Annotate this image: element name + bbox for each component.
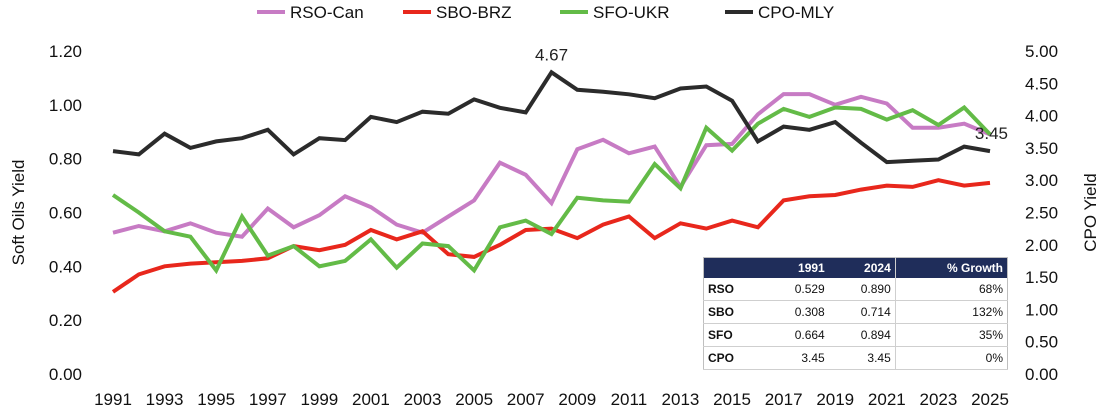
table-cell: 0.714	[828, 300, 896, 324]
x-tick-label: 2015	[713, 390, 751, 409]
legend-item-cpo-mly: CPO-MLY	[725, 3, 834, 22]
table-cell: 0%	[894, 346, 1008, 370]
x-tick-label: 2013	[662, 390, 700, 409]
legend-item-sfo-ukr: SFO-UKR	[560, 3, 670, 22]
y-tick-label-left: 0.00	[49, 365, 82, 384]
x-tick-label: 1999	[300, 390, 338, 409]
y-tick-label-right: 1.00	[1025, 300, 1058, 319]
y-tick-label-right: 5.00	[1025, 42, 1058, 61]
table-cell: SBO	[703, 300, 764, 324]
legend-label: SBO-BRZ	[436, 3, 512, 22]
series-line-sfo-ukr	[111, 104, 992, 275]
table-cell: SFO	[703, 323, 764, 347]
x-tick-label: 2001	[352, 390, 390, 409]
x-tick-label: 1997	[249, 390, 287, 409]
x-tick-label: 2009	[558, 390, 596, 409]
y-tick-label-left: 1.20	[49, 42, 82, 61]
table-header-cell	[703, 257, 764, 278]
y-tick-label-right: 2.50	[1025, 204, 1058, 223]
x-tick-label: 1991	[94, 390, 132, 409]
table-header-cell: 1991	[763, 257, 829, 278]
axes: 0.00 0.20 0.40 0.60 0.80 1.00 1.20 0.00 0.50 1.00…	[9, 42, 1100, 409]
series-line-rso-can	[112, 92, 991, 239]
y-tick-label-left: 0.80	[49, 150, 82, 169]
y-tick-label-right: 2.00	[1025, 236, 1058, 255]
y-tick-label-right: 4.50	[1025, 74, 1058, 93]
legend-item-sbo-brz: SBO-BRZ	[403, 3, 512, 22]
table-row: SBO 0.308 0.714 132%	[703, 300, 1008, 324]
x-tick-label: 2011	[611, 390, 648, 409]
table-cell: 3.45	[828, 346, 896, 370]
legend-item-rso-can: RSO-Can	[257, 3, 364, 22]
table-row: SFO 0.664 0.894 35%	[703, 323, 1008, 347]
x-tick-label: 2007	[507, 390, 545, 409]
table-cell: 0.529	[763, 278, 829, 301]
data-label-annotation: 3.45	[975, 124, 1008, 143]
legend-label: CPO-MLY	[758, 3, 834, 22]
table-cell: 0.890	[828, 278, 896, 301]
series-line-cpo-mly	[112, 69, 991, 165]
legend-label: RSO-Can	[290, 3, 364, 22]
y-tick-label-right: 3.00	[1025, 171, 1058, 190]
y-tick-label-left: 0.20	[49, 311, 82, 330]
table-row: RSO 0.529 0.890 68%	[703, 278, 1008, 301]
legend: RSO-Can SBO-BRZ SFO-UKR CPO-MLY	[257, 3, 834, 22]
table-header-cell: % Growth	[894, 257, 1008, 278]
y-tick-label-left: 0.40	[49, 257, 82, 276]
series-line-sbo-brz	[111, 178, 991, 294]
y-tick-label-right: 3.50	[1025, 139, 1058, 158]
x-tick-label: 2017	[765, 390, 803, 409]
y-axis-title-right: CPO Yield	[1081, 173, 1100, 251]
table-cell: 0.308	[763, 300, 829, 324]
table-cell: 68%	[894, 278, 1008, 301]
table-cell: RSO	[703, 278, 764, 301]
table-cell: 0.664	[763, 323, 829, 347]
table-cell: 3.45	[763, 346, 829, 370]
x-tick-label: 2003	[404, 390, 442, 409]
x-tick-label: 2025	[971, 390, 1009, 409]
x-tick-label: 2021	[868, 390, 906, 409]
y-tick-label-right: 0.00	[1025, 365, 1058, 384]
table-cell: 0.894	[828, 323, 896, 347]
y-tick-label-right: 4.00	[1025, 107, 1058, 126]
table-header-cell: 2024	[828, 257, 896, 278]
growth-summary-table: 1991 2024 % Growth RSO 0.529 0.890 68% S…	[703, 257, 1008, 370]
x-tick-label: 2023	[919, 390, 957, 409]
table-row: CPO 3.45 3.45 0%	[703, 346, 1008, 370]
table-header-row: 1991 2024 % Growth	[703, 257, 1008, 278]
x-tick-label: 1995	[197, 390, 235, 409]
y-tick-label-right: 0.50	[1025, 333, 1058, 352]
legend-label: SFO-UKR	[593, 3, 670, 22]
y-tick-label-left: 0.60	[49, 204, 82, 223]
series-lines	[111, 69, 992, 294]
y-tick-label-right: 1.50	[1025, 268, 1058, 287]
x-tick-label: 2019	[816, 390, 854, 409]
y-axis-title-left: Soft Oils Yield	[9, 160, 28, 266]
data-label-annotation: 4.67	[535, 45, 568, 64]
table-cell: 35%	[894, 323, 1008, 347]
table-cell: CPO	[703, 346, 764, 370]
y-tick-label-left: 1.00	[49, 96, 82, 115]
table-cell: 132%	[894, 300, 1008, 324]
x-tick-label: 2005	[455, 390, 493, 409]
x-tick-label: 1993	[146, 390, 184, 409]
annotations: 4.67 3.45	[535, 45, 1008, 143]
